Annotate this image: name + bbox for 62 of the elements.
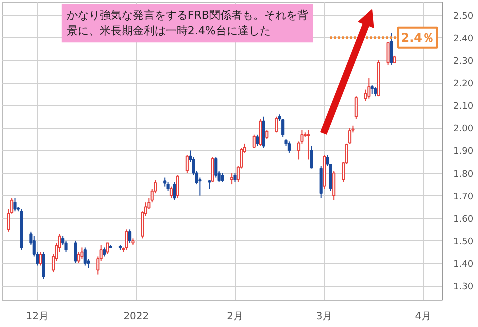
candlestick — [173, 182, 176, 201]
candlestick — [208, 180, 212, 190]
candlestick — [259, 118, 262, 147]
candlestick — [252, 134, 256, 149]
y-tick-label: 2.50 — [454, 12, 474, 22]
candlestick — [77, 252, 81, 264]
y-tick-label: 1.60 — [454, 214, 474, 225]
y-tick-label: 1.40 — [454, 260, 474, 270]
candlestick — [74, 240, 78, 264]
candlestick — [374, 87, 378, 98]
candlestick — [386, 42, 390, 66]
annotation: かなり強気な発言をするFRB関係者も。それを背景に、米長期金利は一時2.4%台に達した — [66, 8, 308, 38]
y-tick-label: 1.30 — [454, 282, 474, 293]
candlestick — [125, 229, 128, 250]
candlestick — [348, 128, 352, 144]
candlestick — [106, 242, 110, 255]
candlestick — [307, 130, 310, 160]
x-tick-label: 2月 — [227, 312, 244, 322]
candlestick — [354, 96, 358, 120]
candlestick — [282, 118, 285, 138]
candlestick — [39, 252, 42, 266]
x-tick-label: 2022 — [124, 312, 150, 322]
candlestick — [164, 177, 167, 188]
candlestick — [256, 134, 260, 147]
candlestick — [102, 247, 106, 258]
candlestick — [390, 32, 394, 66]
candlestick — [310, 146, 314, 170]
candlestick — [370, 84, 374, 95]
candlestick — [84, 247, 87, 266]
candlestick — [14, 198, 17, 212]
y-tick-label: 1.50 — [454, 237, 474, 248]
candlestick — [214, 156, 218, 178]
candlestick — [266, 130, 269, 140]
candlestick — [80, 247, 84, 260]
y-tick-label: 1.70 — [454, 192, 474, 202]
ref-line-label: 2.4％ — [401, 30, 435, 45]
candlestick — [198, 177, 202, 196]
y-tick-label: 1.90 — [454, 147, 474, 158]
x-tick-label: 3月 — [316, 312, 333, 322]
y-tick-label: 2.30 — [454, 56, 474, 67]
candlestick — [275, 116, 278, 134]
candlestick — [186, 154, 189, 174]
candlestick — [42, 252, 46, 280]
y-tick-label: 1.80 — [454, 170, 474, 180]
candlestick — [230, 172, 234, 186]
candlestick — [176, 175, 180, 199]
candlestick — [166, 182, 170, 192]
candlestick — [128, 229, 132, 244]
candlestick — [211, 156, 214, 183]
candlestick — [368, 78, 371, 100]
candlestick — [234, 172, 237, 183]
candlestick — [288, 141, 291, 154]
y-tick-label: 2.40 — [454, 34, 474, 44]
candlestick — [64, 240, 68, 253]
candlestick — [332, 170, 336, 201]
y-tick-label: 2.00 — [454, 124, 474, 135]
y-tick-label: 2.20 — [454, 80, 474, 90]
x-tick-label: 4月 — [415, 312, 432, 322]
x-tick-label: 12月 — [26, 312, 49, 322]
y-tick-label: 2.10 — [454, 102, 474, 112]
candlestick — [170, 186, 174, 199]
candlestick — [220, 172, 224, 183]
